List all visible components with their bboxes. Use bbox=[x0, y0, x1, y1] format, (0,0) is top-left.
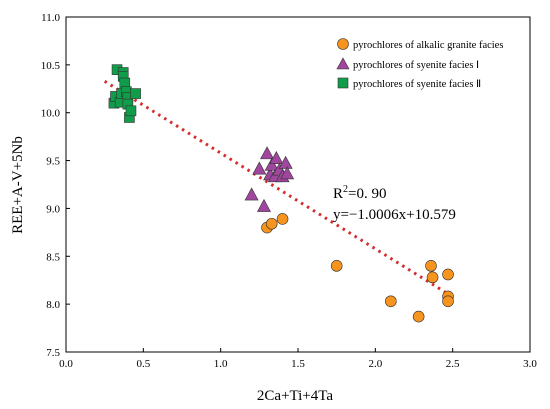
x-tick-label: 2.0 bbox=[368, 358, 382, 370]
legend-label-syenite-1: pyrochlores of syenite facies Ⅰ bbox=[353, 60, 479, 71]
y-tick-label: 10.5 bbox=[41, 60, 61, 72]
legend-marker-syenite-2 bbox=[337, 77, 349, 89]
syenite-1-point bbox=[256, 198, 271, 212]
syenite-2-point bbox=[130, 88, 141, 99]
syenite-2-point bbox=[125, 105, 137, 117]
r2-label: R bbox=[333, 186, 343, 202]
regression-equation: y=−1.0006x+10.579 bbox=[333, 207, 456, 223]
alkalic-granite-point bbox=[384, 295, 397, 308]
x-tick-label: 1.0 bbox=[214, 358, 228, 370]
syenite-1-point bbox=[260, 146, 275, 160]
x-tick-label: 2.5 bbox=[446, 358, 460, 370]
y-tick-label: 8.0 bbox=[46, 299, 60, 311]
regression-trendline bbox=[103, 79, 446, 294]
syenite-1-point bbox=[244, 187, 259, 201]
alkalic-granite-point bbox=[265, 217, 278, 230]
r-squared-annotation: R2=0. 90 bbox=[333, 184, 386, 202]
y-axis-label: REE+A-V+5Nb bbox=[10, 136, 26, 234]
x-tick-label: 3.0 bbox=[523, 358, 537, 370]
y-tick-label: 11.0 bbox=[41, 12, 60, 24]
alkalic-granite-point bbox=[425, 260, 437, 272]
alkalic-granite-point bbox=[442, 268, 454, 281]
syenite-1-point bbox=[278, 155, 293, 169]
y-tick-label: 7.5 bbox=[46, 347, 60, 359]
trendline-group bbox=[103, 79, 446, 294]
r2-superscript: 2 bbox=[343, 184, 348, 195]
syenite-1-point bbox=[252, 161, 267, 175]
legend: pyrochlores of alkalic granite facies py… bbox=[336, 38, 503, 90]
alkalic-granite-point bbox=[330, 260, 343, 272]
legend-marker-alkalic bbox=[337, 38, 349, 50]
y-tick-label: 8.5 bbox=[46, 251, 60, 263]
r2-value: =0. 90 bbox=[348, 186, 386, 202]
alkalic-granite-point bbox=[442, 295, 454, 308]
y-tick-label: 9.0 bbox=[46, 203, 60, 215]
legend-label-alkalic: pyrochlores of alkalic granite facies bbox=[353, 40, 503, 51]
data-points bbox=[108, 64, 454, 323]
x-tick-label: 0.0 bbox=[59, 358, 73, 370]
axis-ticks: 0.0 0.5 1.0 1.5 2.0 2.5 3.0 7.5 8.0 8.5 9.0 9.5 10.0… bbox=[41, 12, 538, 370]
syenite-1-point bbox=[264, 157, 279, 171]
x-tick-label: 1.5 bbox=[291, 358, 305, 370]
syenite-1-point bbox=[280, 166, 295, 180]
legend-label-syenite-2: pyrochlores of syenite facies Ⅱ bbox=[353, 79, 481, 90]
x-tick-label: 0.5 bbox=[136, 358, 150, 370]
alkalic-granite-point bbox=[412, 310, 425, 323]
syenite-1-point bbox=[269, 151, 284, 164]
y-tick-label: 10.0 bbox=[41, 108, 61, 120]
x-axis-label: 2Ca+Ti+4Ta bbox=[257, 388, 333, 404]
y-tick-label: 9.5 bbox=[46, 156, 60, 168]
alkalic-granite-point bbox=[426, 271, 439, 284]
legend-marker-syenite-1 bbox=[336, 57, 350, 70]
alkalic-granite-point bbox=[276, 213, 289, 225]
